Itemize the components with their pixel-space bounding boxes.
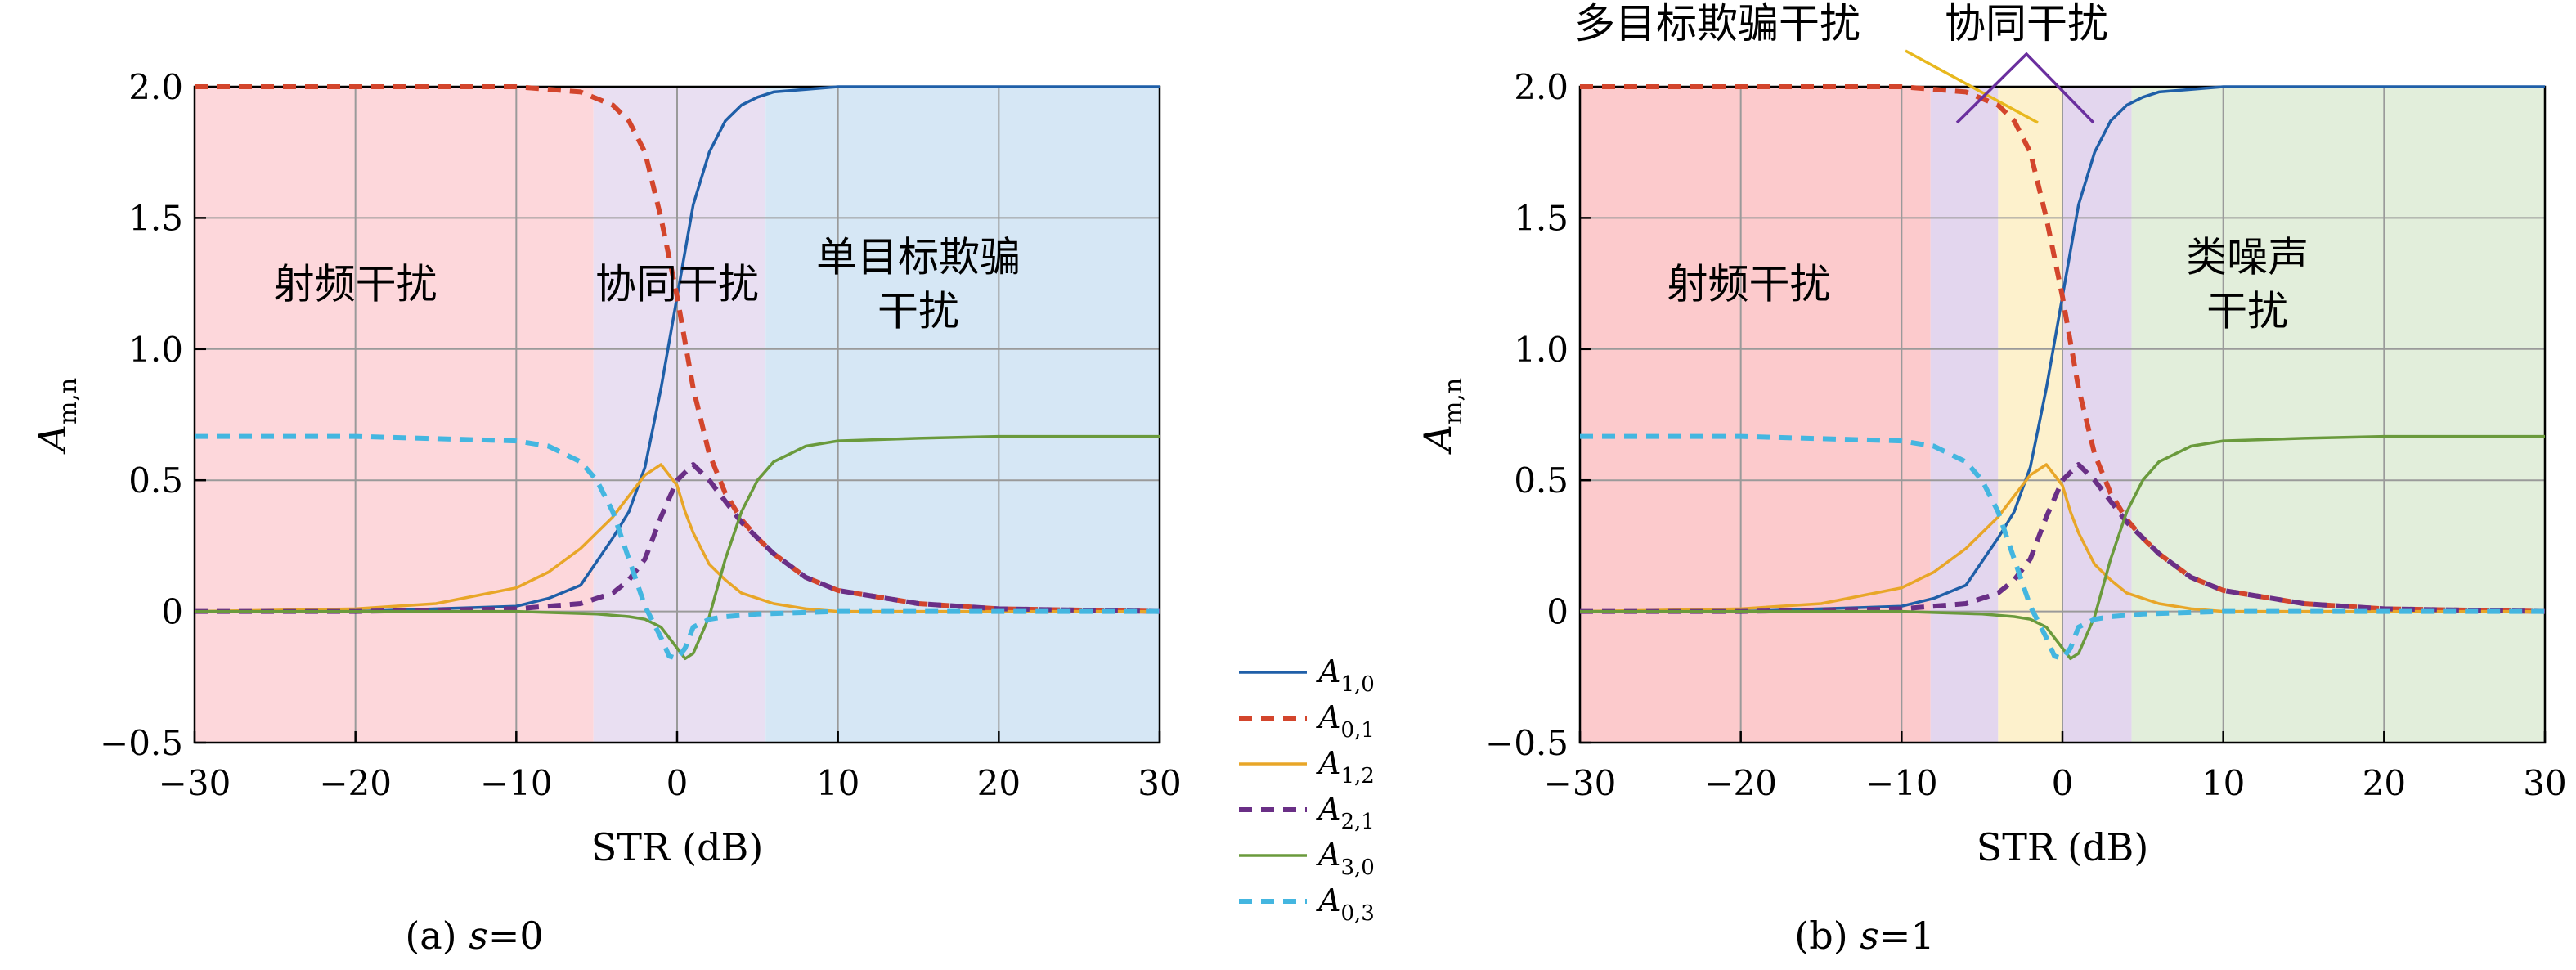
series-line-03 xyxy=(195,433,1160,662)
x-tick-label: 30 xyxy=(1138,763,1181,803)
x-tick-label: 0 xyxy=(2052,763,2074,803)
legend-label: A0,3 xyxy=(1316,882,1375,926)
y-tick-label: 0 xyxy=(1546,592,1568,632)
y-tick-label: 1.5 xyxy=(128,198,183,238)
x-tick-label: −10 xyxy=(1865,763,1938,803)
chart-panel-a: −30 −20 −10 0 10 20 30 −0.5 0 0.5 1.0 1.5 2.0 STR (dB… xyxy=(30,67,1182,958)
series-line-30 xyxy=(195,434,1160,661)
y-tick-label: 2.0 xyxy=(128,67,183,107)
y-tick-label: 1.0 xyxy=(128,330,183,370)
series-line-01 xyxy=(195,84,1160,614)
region-band xyxy=(593,87,766,743)
chart-panel-b: −30 −20 −10 0 10 20 30 −0.5 0 0.5 1.0 1.5 2.0 STR (dB… xyxy=(1416,0,2567,958)
region-band xyxy=(765,87,1160,743)
y-tick-label: 2.0 xyxy=(1514,67,1568,107)
x-tick-label: 10 xyxy=(2201,763,2245,803)
y-tick-label: 1.0 xyxy=(1514,330,1568,370)
y-axis-label: Am,n xyxy=(30,378,83,456)
x-tick-label: −30 xyxy=(159,763,231,803)
series-line-10 xyxy=(1580,85,2545,613)
region-label: 射频干扰 xyxy=(274,261,438,308)
annotation-cooperative: 协同干扰 xyxy=(1945,0,2108,47)
region-label: 类噪声 xyxy=(2186,234,2309,281)
series-line-10 xyxy=(195,85,1160,613)
legend-label: A3,0 xyxy=(1316,837,1375,880)
region-band xyxy=(1580,87,1931,743)
x-tick-label: 20 xyxy=(2363,763,2406,803)
series-line-01 xyxy=(1580,84,2546,614)
x-axis-label: STR (dB) xyxy=(1977,825,2149,869)
panel-caption: (b) s=1 xyxy=(1794,914,1934,958)
region-label: 单目标欺骗 xyxy=(816,234,1021,281)
region-label: 协同干扰 xyxy=(595,261,759,308)
x-tick-label: −20 xyxy=(319,763,392,803)
y-tick-label: −0.5 xyxy=(1485,723,1568,763)
annotation-leader xyxy=(1905,49,2039,124)
series-line-12 xyxy=(194,463,1160,613)
x-tick-label: −20 xyxy=(1704,763,1777,803)
annotation-leader xyxy=(1955,52,2095,124)
y-tick-label: −0.5 xyxy=(100,723,183,763)
region-band xyxy=(195,87,594,743)
y-tick-label: 0.5 xyxy=(1514,460,1568,501)
series-line-21 xyxy=(195,462,1160,614)
y-tick-label: 1.5 xyxy=(1514,198,1568,238)
x-axis-label: STR (dB) xyxy=(591,825,764,869)
y-tick-label: 0.5 xyxy=(128,460,183,501)
x-tick-label: −10 xyxy=(480,763,553,803)
region-band xyxy=(1998,87,2062,743)
region-band xyxy=(2131,87,2545,743)
series-line-21 xyxy=(1580,462,2546,614)
x-tick-label: 0 xyxy=(666,763,689,803)
region-label: 干扰 xyxy=(877,288,959,335)
x-tick-label: 30 xyxy=(2523,763,2566,803)
y-axis-label: Am,n xyxy=(1416,378,1468,456)
legend: A1,0A0,1A1,2A2,1A3,0A0,3 xyxy=(1239,653,1375,926)
region-label: 射频干扰 xyxy=(1667,261,1831,308)
region-band xyxy=(1930,87,1999,743)
region-label: 干扰 xyxy=(2206,288,2288,335)
legend-label: A0,1 xyxy=(1316,699,1375,743)
annotation-multi-target: 多目标欺骗干扰 xyxy=(1574,0,1860,47)
series-line-12 xyxy=(1579,463,2545,613)
series-line-30 xyxy=(1580,434,2545,661)
legend-label: A1,0 xyxy=(1316,653,1375,697)
x-tick-label: −30 xyxy=(1544,763,1617,803)
x-tick-label: 10 xyxy=(816,763,859,803)
series-line-03 xyxy=(1580,433,2545,662)
x-tick-label: 20 xyxy=(977,763,1021,803)
y-tick-label: 0 xyxy=(161,592,183,632)
legend-label: A2,1 xyxy=(1316,791,1375,834)
panel-caption: (a) s=0 xyxy=(405,914,543,958)
legend-label: A1,2 xyxy=(1316,745,1375,788)
